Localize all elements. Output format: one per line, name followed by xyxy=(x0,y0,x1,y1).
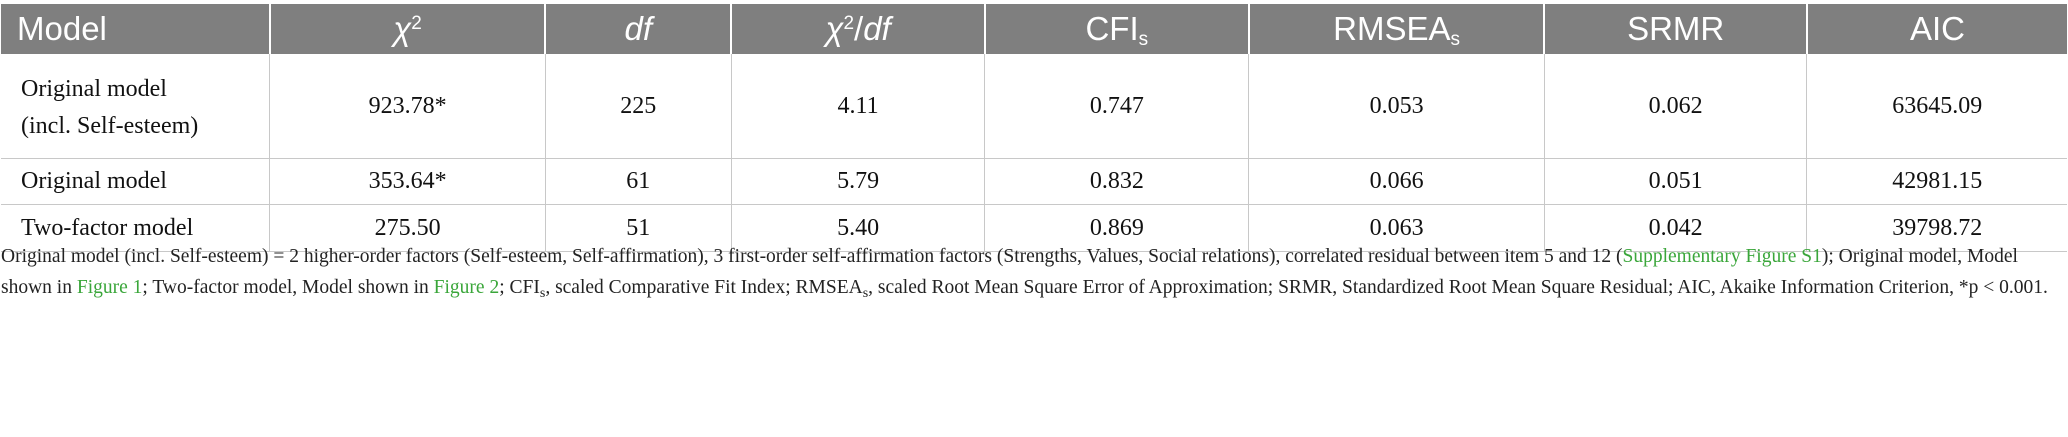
table-row: Original model 353.64* 61 5.79 0.832 0.0… xyxy=(1,158,2067,205)
col-header-srmr: SRMR xyxy=(1544,4,1808,54)
aic-cell: 39798.72 xyxy=(1806,204,2067,252)
col-header-rmsea: RMSEAs xyxy=(1248,4,1546,54)
footnote-text-1: Original model (incl. Self-esteem) = 2 h… xyxy=(1,246,1623,267)
cfi-cell: 0.747 xyxy=(984,54,1250,159)
col-header-cfi: CFIs xyxy=(984,4,1250,54)
figure-1-link[interactable]: Figure 1 xyxy=(76,277,143,298)
df-cell: 225 xyxy=(545,54,732,159)
footnote-text-6: , scaled Root Mean Square Error of Appro… xyxy=(868,277,2048,298)
chidf-slash: / xyxy=(854,10,864,47)
table-row: Two-factor model 275.50 51 5.40 0.869 0.… xyxy=(1,204,2067,252)
footnote-rmsea-subscript: s xyxy=(862,286,869,301)
cfi-label: CFI xyxy=(1085,10,1139,47)
chi2-df-cell: 5.40 xyxy=(731,204,986,252)
header-row: Model χ2 df χ2/df CFIs RMSEAs SRMR AIC xyxy=(1,4,2067,54)
model-name-cell: Original model (incl. Self-esteem) xyxy=(1,54,271,159)
model-name-line1: Original model xyxy=(21,76,167,102)
chidf-symbol: χ xyxy=(825,10,844,47)
supplementary-figure-s1-link[interactable]: Supplementary Figure S1 xyxy=(1622,246,1822,267)
rmsea-cell: 0.053 xyxy=(1248,54,1545,159)
footnote-cfi-subscript: s xyxy=(539,286,546,301)
table-row: Original model (incl. Self-esteem) 923.78… xyxy=(1,54,2067,159)
chi2-df-cell: 4.11 xyxy=(731,54,986,159)
model-name-line2: (incl. Self-esteem) xyxy=(21,113,199,139)
footnote-text-5: , scaled Comparative Fit Index; RMSEA xyxy=(545,277,863,298)
footnote-text-2: ); Original model, Model shown in xyxy=(1,246,2018,298)
df-cell: 51 xyxy=(545,204,732,252)
srmr-cell: 0.051 xyxy=(1544,158,1808,205)
col-header-chi2: χ2 xyxy=(269,4,547,54)
fit-indices-table: Model χ2 df χ2/df CFIs RMSEAs SRMR AIC O… xyxy=(1,4,2067,252)
col-header-aic: AIC xyxy=(1806,4,2067,54)
aic-cell: 42981.15 xyxy=(1806,158,2067,205)
rmsea-cell: 0.066 xyxy=(1248,158,1545,205)
chi2-cell: 353.64* xyxy=(269,158,546,205)
chidf-superscript: 2 xyxy=(843,13,855,34)
col-header-df: df xyxy=(545,4,733,54)
srmr-cell: 0.062 xyxy=(1544,54,1808,159)
rmsea-cell: 0.063 xyxy=(1248,204,1545,252)
chidf-df: df xyxy=(863,10,891,47)
df-cell: 61 xyxy=(545,158,732,205)
chi2-cell: 275.50 xyxy=(269,204,546,252)
figure-2-link[interactable]: Figure 2 xyxy=(433,277,500,298)
chi2-symbol: χ xyxy=(393,10,412,47)
chi2-cell: 923.78* xyxy=(269,54,546,159)
cfi-subscript: s xyxy=(1138,29,1149,50)
col-header-model: Model xyxy=(1,4,271,54)
footnote-text-4: ; CFI xyxy=(499,277,540,298)
table-footnote: Original model (incl. Self-esteem) = 2 h… xyxy=(1,241,2063,305)
chi2-superscript: 2 xyxy=(411,13,422,34)
model-name-cell: Two-factor model xyxy=(1,204,271,252)
srmr-cell: 0.042 xyxy=(1544,204,1808,252)
cfi-cell: 0.869 xyxy=(984,204,1250,252)
chi2-df-cell: 5.79 xyxy=(731,158,986,205)
model-name-cell: Original model xyxy=(1,158,271,205)
rmsea-label: RMSEA xyxy=(1333,10,1451,47)
aic-cell: 63645.09 xyxy=(1806,54,2067,159)
rmsea-subscript: s xyxy=(1450,29,1460,50)
df-label: df xyxy=(624,10,652,47)
cfi-cell: 0.832 xyxy=(984,158,1250,205)
footnote-text-3: ; Two-factor model, Model shown in xyxy=(142,277,434,298)
col-header-chi2-df: χ2/df xyxy=(731,4,986,54)
